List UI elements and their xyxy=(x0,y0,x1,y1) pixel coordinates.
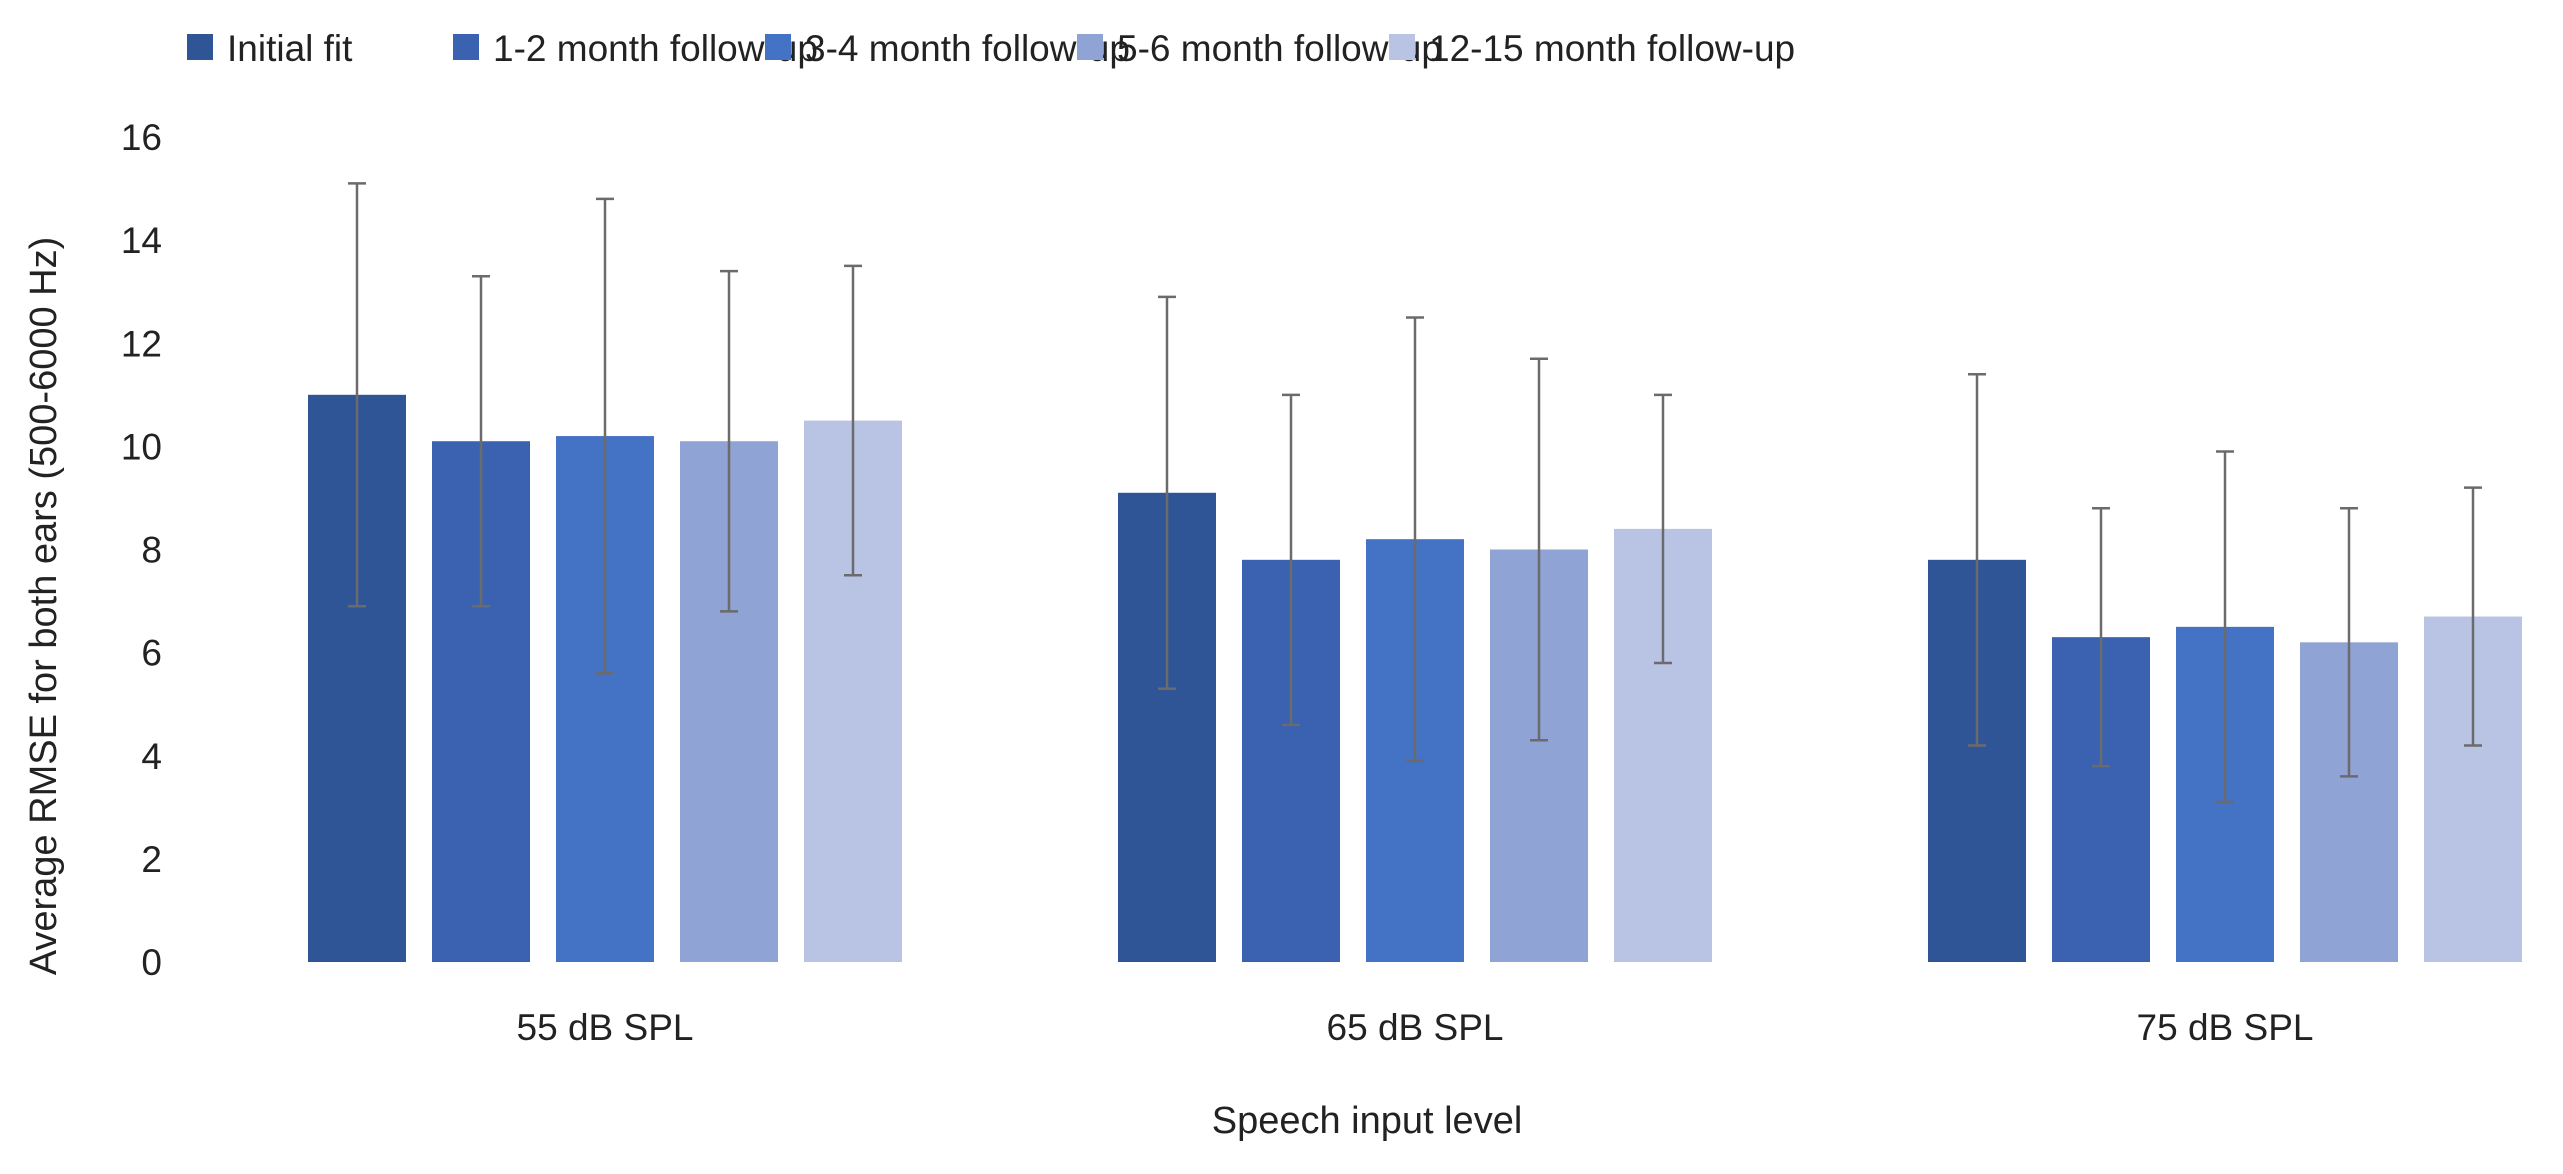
y-tick-label: 2 xyxy=(141,839,162,880)
legend-label: Initial fit xyxy=(227,28,353,69)
legend-swatch xyxy=(1389,34,1415,60)
y-axis: 0 2 4 6 8 10 12 14 16 xyxy=(121,117,162,983)
y-tick-label: 8 xyxy=(141,530,162,571)
bar-group-65-db-spl xyxy=(1118,295,1712,962)
y-tick-label: 0 xyxy=(141,942,162,983)
legend-item-1-2-month-follow-up: 1-2 month follow-up xyxy=(453,28,818,69)
legend-item-initial-fit: Initial fit xyxy=(187,28,353,69)
legend-swatch xyxy=(453,34,479,60)
x-axis-title: Speech input level xyxy=(1212,1100,1523,1142)
chart-legend: Initial fit 1-2 month follow-up3-4 month … xyxy=(187,28,1795,69)
y-tick-label: 10 xyxy=(121,426,162,467)
bar-group-55-db-spl xyxy=(308,182,902,962)
chart-bars xyxy=(308,182,2522,962)
legend-swatch xyxy=(765,34,791,60)
x-axis: 55 dB SPL 65 dB SPL 75 dB SPL xyxy=(517,1007,2314,1048)
bar-group-75-db-spl xyxy=(1928,372,2522,962)
x-tick-label: 55 dB SPL xyxy=(517,1007,694,1048)
legend-label: 1-2 month follow-up xyxy=(493,28,818,69)
legend-label: 3-4 month follow-up xyxy=(805,28,1130,69)
legend-item-5-6-month-follow-up: 5-6 month follow-up xyxy=(1077,28,1442,69)
y-tick-label: 4 xyxy=(141,736,162,777)
legend-swatch xyxy=(187,34,213,60)
y-tick-label: 14 xyxy=(121,220,162,261)
x-tick-label: 75 dB SPL xyxy=(2137,1007,2314,1048)
legend-item-3-4-month-follow-up: 3-4 month follow-up xyxy=(765,28,1130,69)
legend-label: 12-15 month follow-up xyxy=(1429,28,1795,69)
y-tick-label: 16 xyxy=(121,117,162,158)
y-tick-label: 6 xyxy=(141,633,162,674)
x-tick-label: 65 dB SPL xyxy=(1327,1007,1504,1048)
legend-label: 5-6 month follow-up xyxy=(1117,28,1442,69)
legend-swatch xyxy=(1077,34,1103,60)
y-axis-title: Average RMSE for both ears (500-6000 Hz) xyxy=(23,237,65,976)
y-tick-label: 12 xyxy=(121,323,162,364)
legend-item-12-15-month-follow-up: 12-15 month follow-up xyxy=(1389,28,1795,69)
